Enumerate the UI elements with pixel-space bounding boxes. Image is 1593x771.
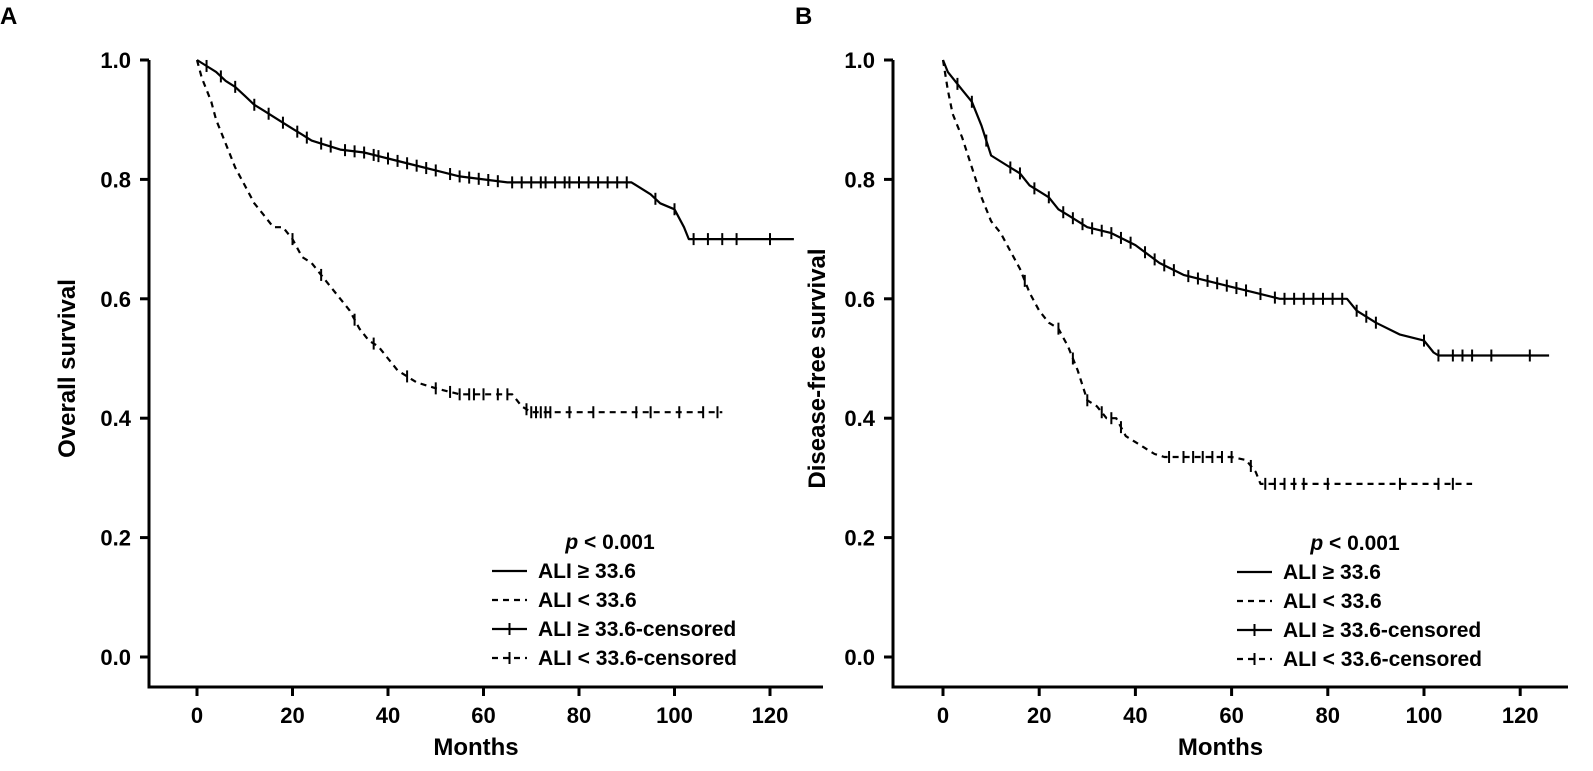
- y-tick-label: 0.4: [844, 406, 875, 431]
- y-tick-label: 0.0: [844, 645, 875, 670]
- p-value: p < 0.001: [564, 531, 655, 554]
- x-axis-title: Months: [433, 734, 518, 761]
- panel-label: A: [0, 3, 17, 30]
- x-tick-label: 20: [280, 703, 304, 728]
- y-tick-label: 0.6: [844, 287, 875, 312]
- y-axis-title: Disease-free survival: [804, 248, 831, 488]
- panel-label: B: [795, 3, 812, 30]
- x-tick-label: 60: [471, 703, 495, 728]
- legend-label: ALI ≥ 33.6-censored: [538, 618, 736, 641]
- series-ali-high-line: [941, 59, 1550, 357]
- y-tick-label: 1.0: [844, 48, 875, 73]
- x-tick-label: 60: [1219, 703, 1243, 728]
- series-ali-low-line: [195, 59, 723, 414]
- series-ali-high-line: [196, 59, 794, 241]
- p-value: p < 0.001: [1309, 532, 1400, 555]
- legend-label: ALI < 33.6: [538, 589, 637, 612]
- panel-b: B 0.0 0.2 0.4 0.6 0.8 1.0 0 20 40 60 80 100 120 Months…: [795, 3, 1568, 761]
- legend-label: ALI < 33.6-censored: [1283, 648, 1482, 671]
- y-tick-label: 0.4: [100, 406, 131, 431]
- y-axis-title: Overall survival: [54, 279, 81, 458]
- y-tick-label: 0.8: [100, 167, 131, 192]
- legend-label: ALI ≥ 33.6: [538, 560, 636, 583]
- y-tick-label: 0.8: [844, 167, 875, 192]
- legend-label: ALI < 33.6: [1283, 590, 1382, 613]
- x-tick-label: 20: [1027, 703, 1051, 728]
- x-tick-label: 0: [937, 703, 949, 728]
- x-tick-label: 40: [376, 703, 400, 728]
- panel-a: A 0.0 0.2 0.4 0.6 0.8 1.0 0 20 40 60 80 100 120 Months…: [0, 3, 823, 761]
- y-tick-label: 0.6: [100, 287, 131, 312]
- x-tick-label: 100: [1406, 703, 1443, 728]
- series-ali-low-line: [941, 59, 1473, 485]
- x-tick-label: 80: [567, 703, 591, 728]
- legend-label: ALI ≥ 33.6-censored: [1283, 619, 1481, 642]
- x-tick-label: 80: [1316, 703, 1340, 728]
- x-axis-title: Months: [1178, 734, 1263, 761]
- y-tick-label: 0.2: [100, 526, 131, 551]
- x-tick-label: 100: [656, 703, 693, 728]
- x-tick-label: 0: [191, 703, 203, 728]
- y-tick-label: 1.0: [100, 48, 131, 73]
- x-tick-label: 120: [1502, 703, 1539, 728]
- x-tick-label: 40: [1123, 703, 1147, 728]
- legend-label: ALI < 33.6-censored: [538, 647, 737, 670]
- legend-label: ALI ≥ 33.6: [1283, 561, 1381, 584]
- y-tick-label: 0.0: [100, 645, 131, 670]
- y-tick-label: 0.2: [844, 526, 875, 551]
- x-tick-label: 120: [752, 703, 789, 728]
